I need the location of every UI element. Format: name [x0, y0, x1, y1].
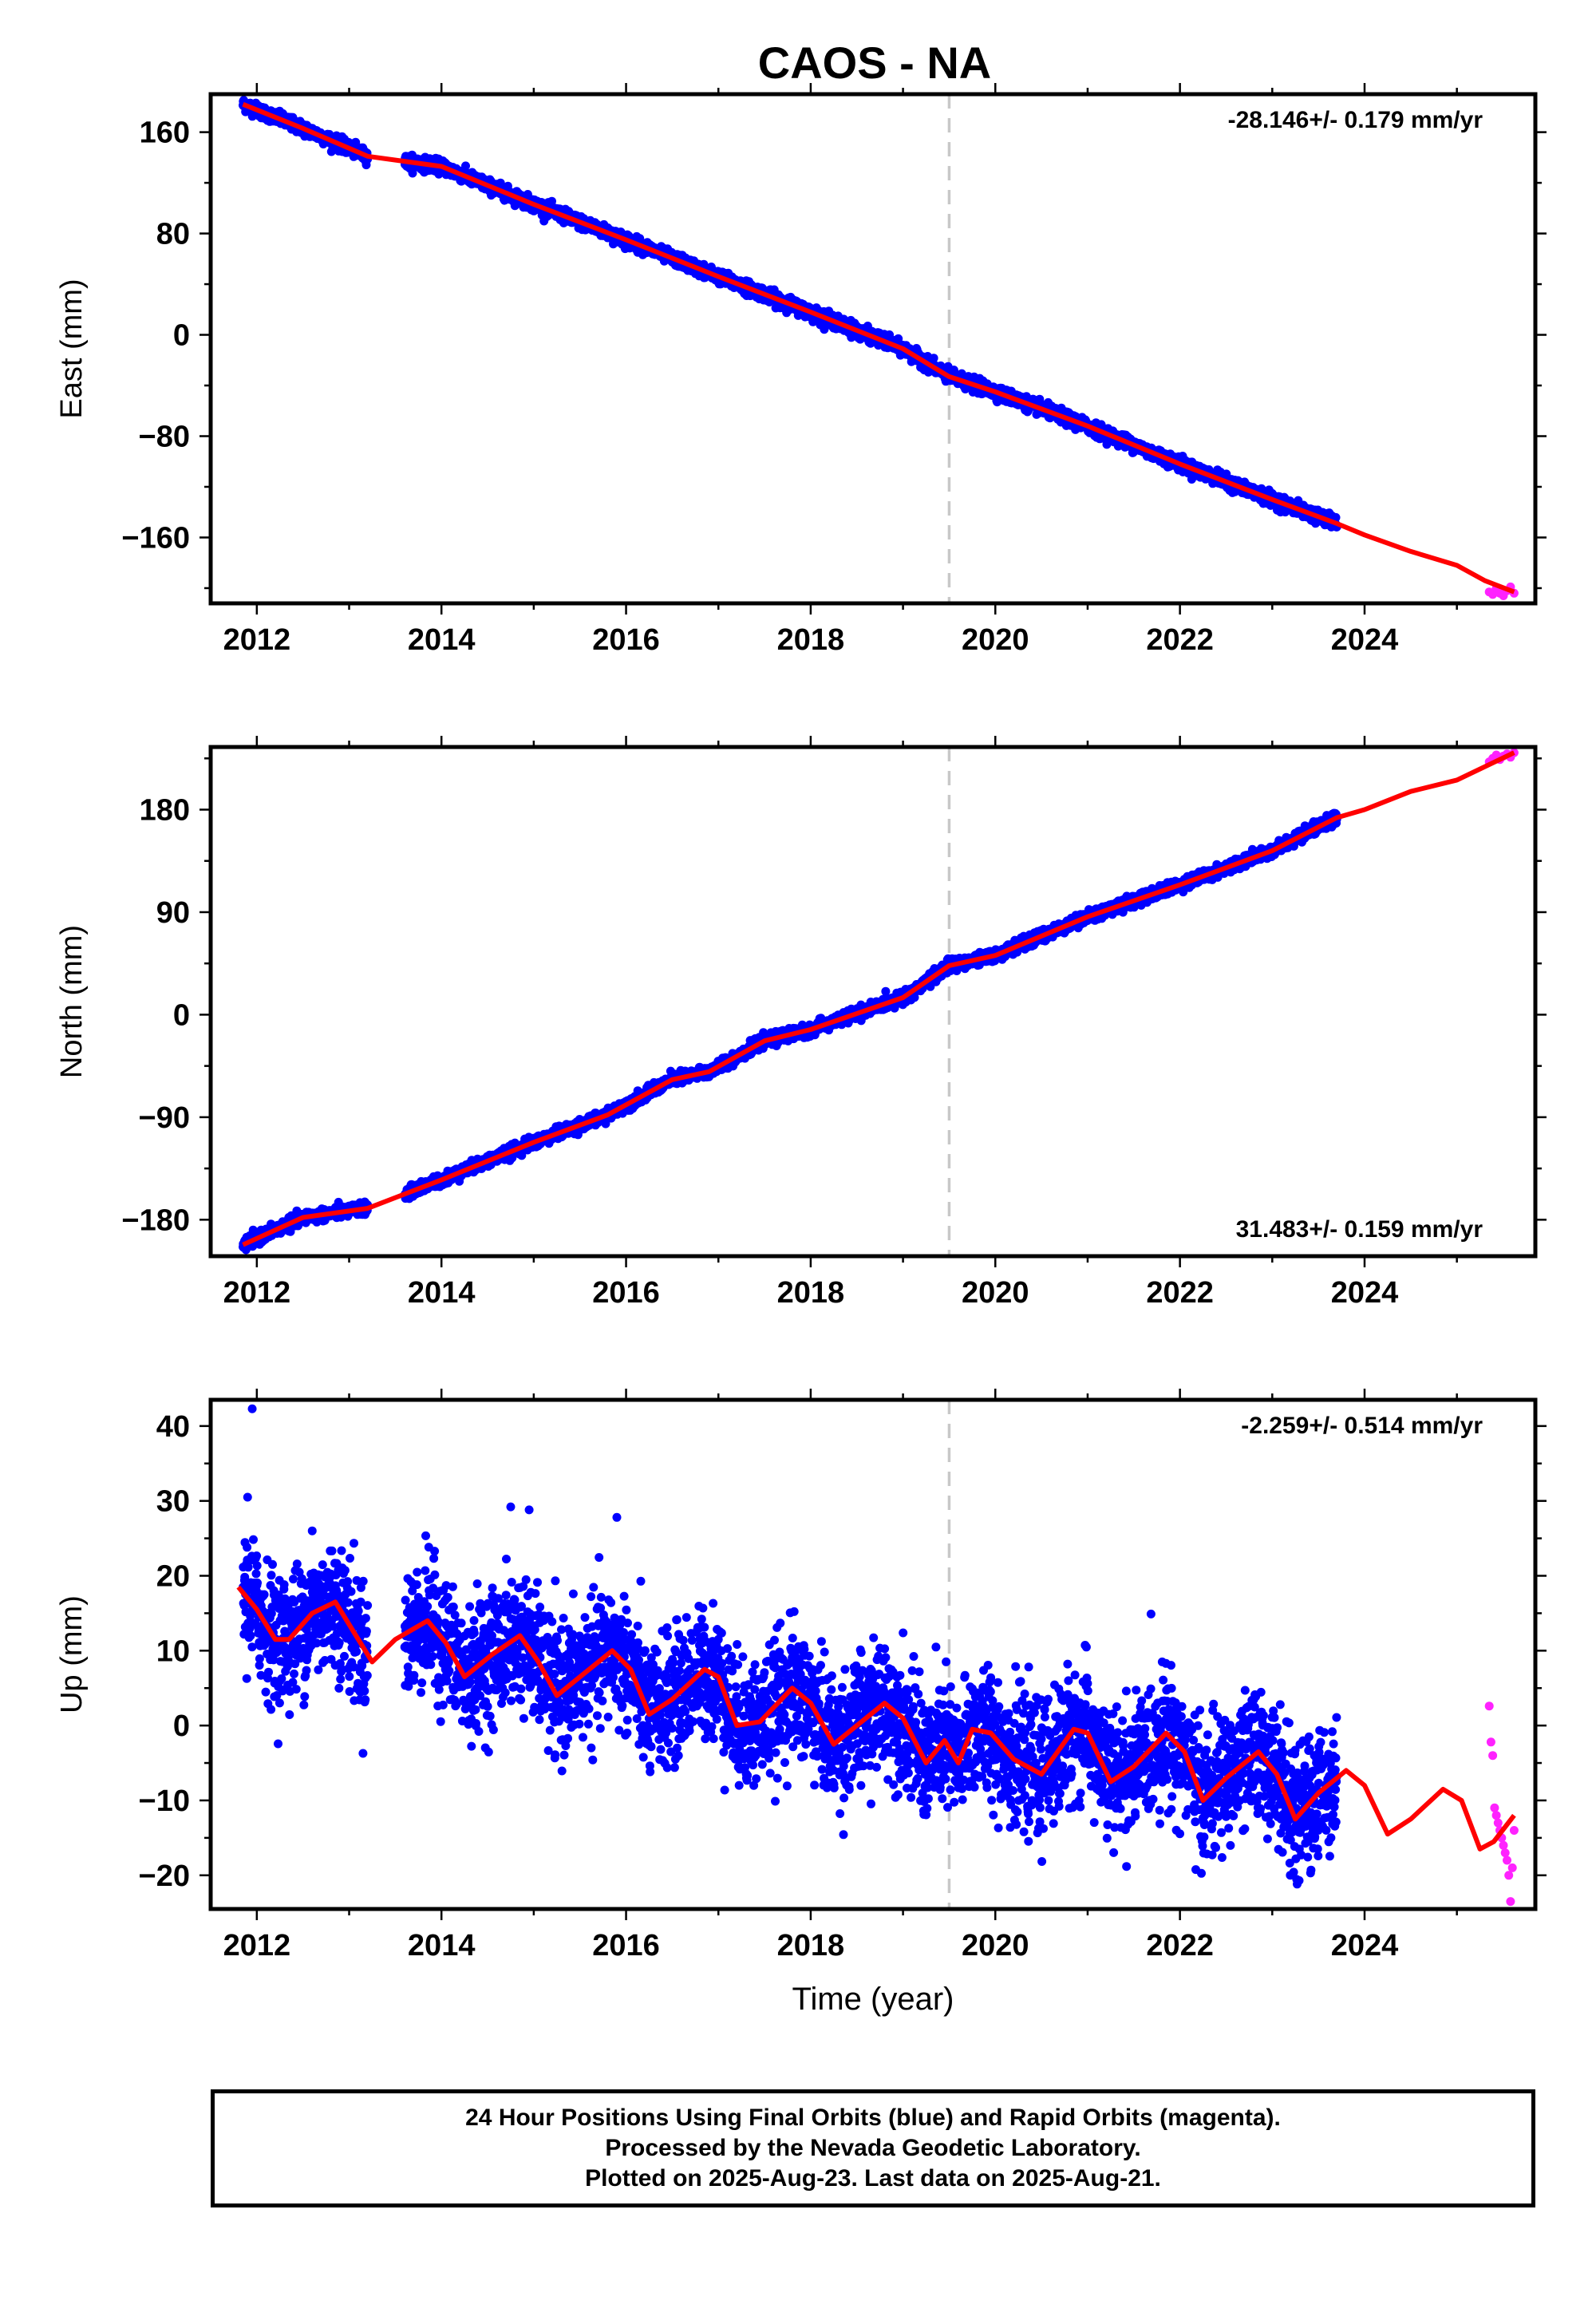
x-tick-label: 2020 — [962, 623, 1029, 657]
y-tick-label: −160 — [121, 521, 190, 555]
y-tick-label: −80 — [139, 421, 190, 454]
x-tick-label: 2014 — [408, 623, 476, 657]
y-axis-label: East (mm) — [55, 279, 89, 418]
x-tick-label: 2012 — [223, 623, 291, 657]
x-tick-label: 2018 — [777, 623, 845, 657]
y-tick-label: 0 — [173, 319, 190, 353]
rate-annotation: -28.146+/- 0.179 mm/yr — [1228, 107, 1483, 133]
panel-east: 2012 2014 2016 2018 2020 2022 2024 160 80 0 −80 −16… — [55, 83, 1547, 657]
x-tick-label: 2024 — [1331, 623, 1399, 657]
y-tick-label: 80 — [156, 218, 190, 251]
y-tick-label: 160 — [140, 117, 190, 150]
x-tick-label: 2016 — [592, 623, 660, 657]
x-tick-label: 2022 — [1146, 623, 1214, 657]
